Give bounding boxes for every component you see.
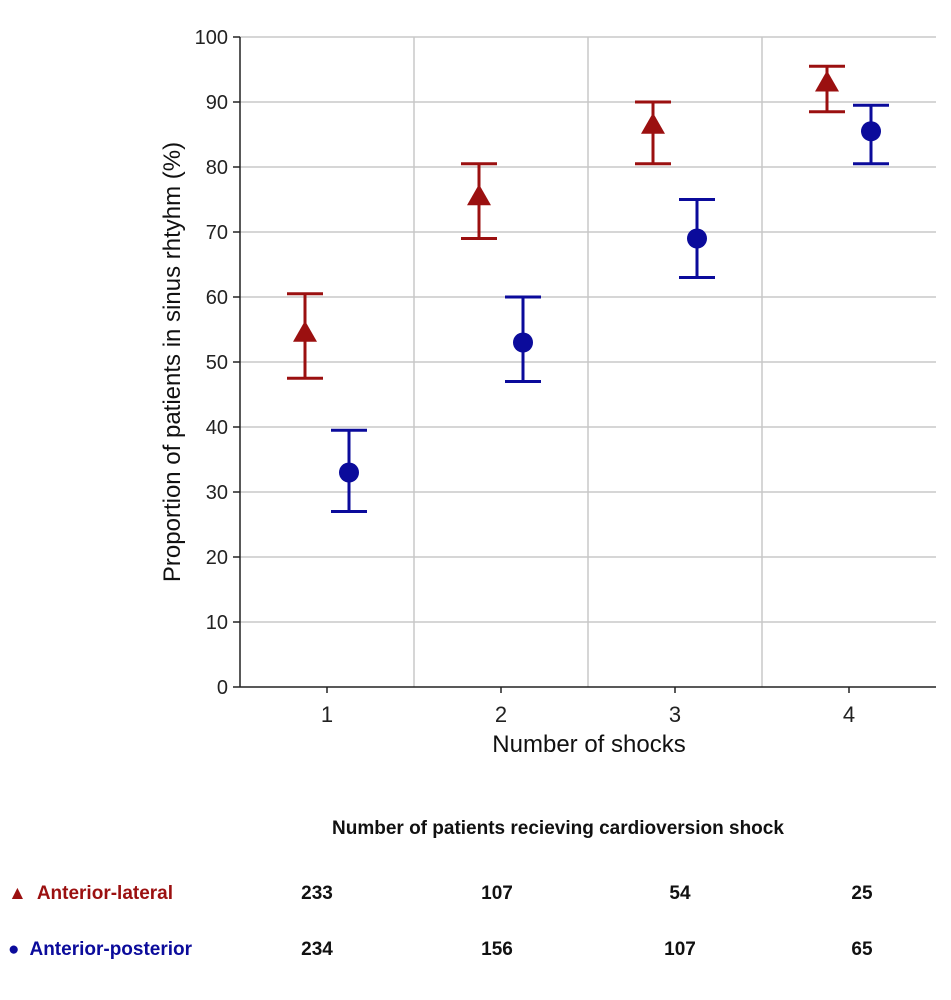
y-tick-label: 50 bbox=[206, 352, 228, 374]
y-axis-title: Proportion of patients in sinus rhtyhm (… bbox=[159, 142, 186, 582]
table-row-anterior-posterior: ● Anterior-posterior 234 156 107 65 bbox=[0, 939, 951, 969]
count-cell: 107 bbox=[481, 883, 513, 904]
circle-marker-icon: ● bbox=[8, 939, 20, 960]
data-point-triangle bbox=[815, 70, 839, 92]
y-tick-label: 20 bbox=[206, 547, 228, 569]
count-cell: 25 bbox=[851, 883, 873, 904]
x-tick-label: 2 bbox=[495, 702, 507, 727]
y-tick-label: 0 bbox=[217, 677, 228, 699]
y-tick-label: 80 bbox=[206, 157, 228, 179]
x-tick-label: 1 bbox=[321, 702, 333, 727]
data-point-triangle bbox=[293, 320, 317, 342]
legend-anterior-lateral: ▲ Anterior-lateral bbox=[8, 883, 173, 905]
data-point-circle bbox=[339, 462, 359, 483]
data-marks bbox=[287, 64, 889, 513]
y-tick-label: 100 bbox=[195, 27, 228, 49]
y-tick-label: 60 bbox=[206, 287, 228, 309]
data-point-circle bbox=[861, 121, 881, 142]
count-cell: 233 bbox=[301, 883, 333, 904]
data-point-triangle bbox=[641, 112, 665, 134]
legend-anterior-posterior: ● Anterior-posterior bbox=[8, 939, 192, 961]
legend-label: Anterior-lateral bbox=[36, 883, 174, 904]
table-title-text: Number of patients recieving cardioversi… bbox=[332, 818, 784, 839]
x-axis-title: Number of shocks bbox=[492, 731, 685, 758]
count-cell: 54 bbox=[669, 883, 691, 904]
triangle-marker-icon: ▲ bbox=[8, 883, 27, 904]
gridlines bbox=[240, 36, 936, 687]
table-row-anterior-lateral: ▲ Anterior-lateral 233 107 54 25 bbox=[0, 883, 951, 913]
legend-label: Anterior-posterior bbox=[29, 939, 193, 960]
y-tick-label: 90 bbox=[206, 92, 228, 114]
y-tick-label: 70 bbox=[206, 222, 228, 244]
x-tick-label: 4 bbox=[843, 702, 855, 727]
count-cell: 107 bbox=[664, 939, 696, 960]
data-point-triangle bbox=[467, 184, 491, 206]
count-cell: 65 bbox=[851, 939, 873, 960]
x-tick-label: 3 bbox=[669, 702, 681, 727]
y-tick-label: 40 bbox=[206, 417, 228, 439]
count-cell: 156 bbox=[481, 939, 513, 960]
axes: 0 10 20 30 40 50 60 70 80 90 100 1 2 3 4 bbox=[195, 27, 936, 727]
count-cell: 234 bbox=[301, 939, 333, 960]
y-tick-label: 30 bbox=[206, 482, 228, 504]
data-point-circle bbox=[513, 332, 533, 353]
y-tick-label: 10 bbox=[206, 612, 228, 634]
data-point-circle bbox=[687, 228, 707, 249]
chart: 0 10 20 30 40 50 60 70 80 90 100 1 2 3 4 Number of sho… bbox=[159, 27, 936, 758]
